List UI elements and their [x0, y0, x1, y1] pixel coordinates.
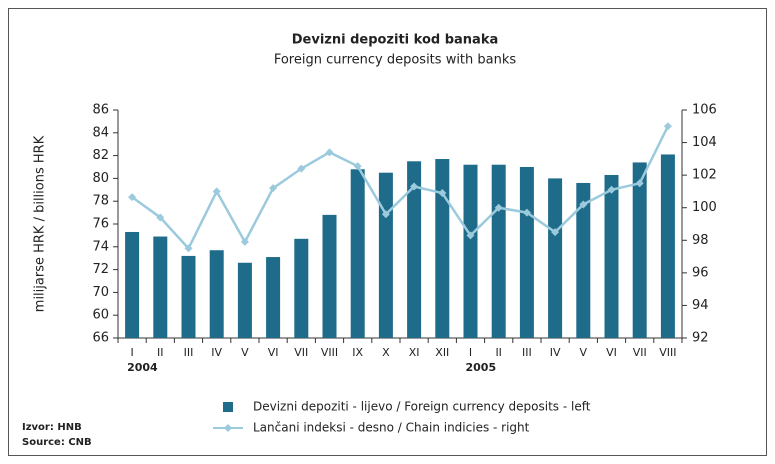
x-tick-label: I — [130, 346, 133, 359]
frame — [8, 8, 767, 456]
x-tick-label: V — [241, 346, 249, 359]
marker — [663, 122, 672, 131]
x-tick-label: VII — [294, 346, 308, 359]
x-tick-label: VI — [606, 346, 617, 359]
x-tick-label: VIII — [659, 346, 676, 359]
x-tick-label: V — [580, 346, 588, 359]
marker — [269, 184, 278, 193]
marker — [551, 228, 560, 237]
bar — [519, 167, 534, 338]
bar — [548, 178, 563, 338]
y-tick-label: 60 — [92, 308, 109, 323]
bar — [632, 162, 647, 338]
marker — [297, 164, 306, 173]
bar — [660, 154, 675, 338]
bar — [407, 161, 422, 338]
source: Source: CNB — [22, 437, 92, 448]
bar — [604, 174, 619, 338]
y-tick-label: 66 — [92, 331, 109, 346]
y-tick-label: 76 — [92, 217, 109, 232]
marker — [156, 213, 165, 222]
bar — [576, 182, 591, 338]
y-tick-label: 86 — [92, 103, 109, 118]
marker — [240, 237, 249, 246]
marker — [353, 162, 362, 171]
x-tick-label: IV — [211, 346, 222, 359]
y2-tick-label: 98 — [692, 233, 709, 248]
y-tick-label: 78 — [92, 194, 109, 209]
marker — [522, 208, 531, 217]
year-label: 2004 — [127, 361, 158, 374]
y-axis-label: milijarse HRK / billions HRK — [33, 135, 48, 312]
bar — [125, 231, 140, 338]
x-tick-label: VII — [633, 346, 647, 359]
y2-tick-label: 104 — [692, 135, 717, 150]
chart-title: Devizni depoziti kod banaka — [292, 33, 499, 48]
y2-tick-label: 100 — [692, 200, 717, 215]
y-tick-label: 74 — [92, 239, 109, 254]
bar — [350, 169, 365, 338]
x-tick-label: VIII — [321, 346, 338, 359]
source: Izvor: HNB — [22, 422, 82, 433]
bar — [266, 257, 281, 338]
y2-tick-label: 102 — [692, 168, 717, 183]
y-tick-label: 72 — [92, 262, 109, 277]
x-tick-label: VI — [268, 346, 279, 359]
chart-subtitle: Foreign currency deposits with banks — [274, 53, 517, 68]
bar — [378, 172, 393, 338]
bar — [237, 262, 252, 338]
y2-tick-label: 92 — [692, 331, 709, 346]
marker — [410, 182, 419, 191]
bar — [491, 164, 506, 338]
x-tick-label: X — [382, 346, 390, 359]
legend-label: Devizni depoziti - lijevo / Foreign curr… — [253, 400, 591, 414]
legend-label: Lančani indeksi - desno / Chain indicies… — [253, 421, 530, 435]
marker — [607, 185, 616, 194]
x-tick-label: XI — [409, 346, 420, 359]
y2-tick-label: 94 — [692, 298, 709, 313]
year-label: 2005 — [466, 361, 497, 374]
x-tick-label: IX — [352, 346, 363, 359]
marker — [466, 231, 475, 240]
y-tick-label: 80 — [92, 171, 109, 186]
y2-tick-label: 106 — [692, 103, 717, 118]
marker — [212, 187, 221, 196]
bar — [322, 214, 337, 338]
x-tick-label: IV — [550, 346, 561, 359]
x-tick-label: II — [495, 346, 502, 359]
marker — [184, 244, 193, 253]
marker — [635, 179, 644, 188]
y2-tick-label: 96 — [692, 265, 709, 280]
marker — [381, 210, 390, 219]
y-tick-label: 82 — [92, 148, 109, 163]
y-tick-label: 84 — [92, 125, 109, 140]
legend-swatch — [223, 402, 233, 412]
bar — [294, 238, 309, 338]
x-tick-label: II — [157, 346, 164, 359]
bar — [463, 164, 478, 338]
bar — [153, 236, 168, 338]
bar — [435, 159, 450, 338]
bar — [209, 250, 224, 338]
marker — [438, 189, 447, 198]
line — [131, 125, 670, 251]
marker — [579, 200, 588, 209]
marker — [325, 148, 334, 157]
marker — [494, 203, 503, 212]
x-tick-label: XII — [435, 346, 449, 359]
y-tick-label: 70 — [92, 285, 109, 300]
x-tick-label: III — [522, 346, 532, 359]
x-tick-label: I — [469, 346, 472, 359]
legend-swatch — [224, 424, 232, 432]
bar — [181, 255, 196, 338]
x-tick-label: III — [184, 346, 194, 359]
marker — [128, 193, 137, 202]
